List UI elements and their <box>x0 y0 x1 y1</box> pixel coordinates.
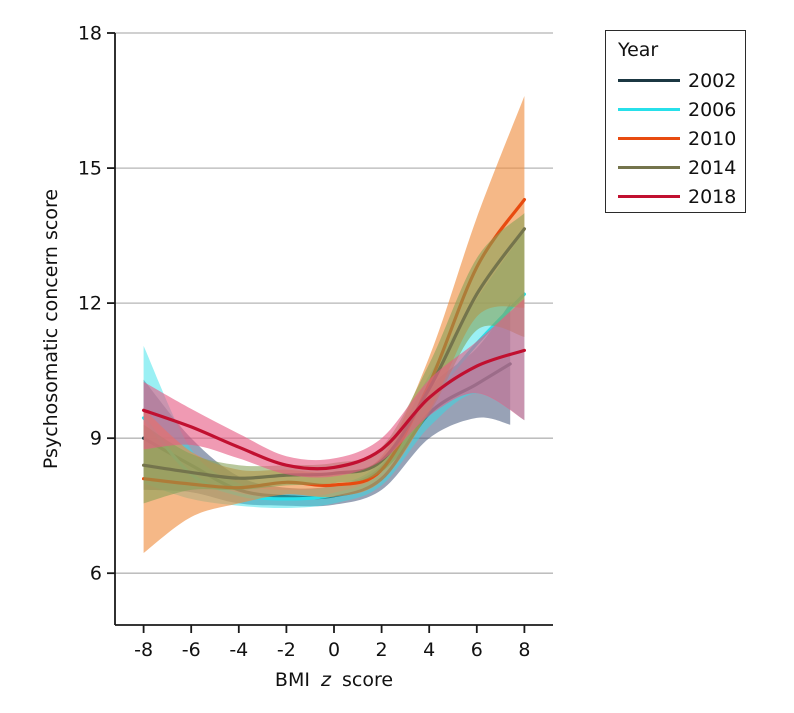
confidence-band-2018 <box>143 298 525 478</box>
legend-box: Year 2002 2006 2010 2014 2018 <box>605 30 746 213</box>
legend-item-2006: 2006 <box>618 95 745 124</box>
x-tick-label: 4 <box>423 639 435 661</box>
legend-line-swatch-2006 <box>618 107 680 112</box>
x-tick-label: -8 <box>134 639 153 661</box>
y-tick-label: 12 <box>78 293 102 315</box>
legend-label: 2018 <box>688 185 737 208</box>
series-line-2018 <box>142 348 526 471</box>
x-tick-label: 6 <box>471 639 483 661</box>
legend-item-2018: 2018 <box>618 182 745 211</box>
legend-line-swatch-2014 <box>618 165 680 170</box>
x-axis-title-prefix: BMI <box>274 669 310 691</box>
y-tick-label: 9 <box>90 428 102 450</box>
legend-label: 2002 <box>688 69 737 92</box>
x-axis-title-suffix: score <box>342 669 394 691</box>
legend-line-swatch-2018 <box>618 194 680 199</box>
legend-label: 2014 <box>688 156 737 179</box>
legend-item-2002: 2002 <box>618 66 745 95</box>
x-axis-title-italic-z: z <box>320 669 331 691</box>
y-tick-label: 15 <box>78 158 102 180</box>
x-tick-label: -4 <box>229 639 248 661</box>
legend-title: Year <box>618 39 659 61</box>
x-axis-title: BMI z score <box>275 669 393 691</box>
y-tick-label: 18 <box>78 23 102 45</box>
x-tick-label: 2 <box>376 639 388 661</box>
legend-label: 2010 <box>688 127 737 150</box>
legend-line-swatch-2002 <box>618 78 680 83</box>
x-tick-label: 0 <box>328 639 340 661</box>
x-tick-label: -6 <box>182 639 201 661</box>
x-tick-label: 8 <box>518 639 530 661</box>
legend-item-2014: 2014 <box>618 153 745 182</box>
legend-item-2010: 2010 <box>618 124 745 153</box>
legend-line-swatch-2010 <box>618 136 680 141</box>
confidence-band-2014 <box>143 213 525 504</box>
legend-label: 2006 <box>688 98 737 121</box>
x-tick-label: -2 <box>277 639 296 661</box>
y-axis-title: Psychosomatic concern score <box>40 188 62 470</box>
y-tick-label: 6 <box>90 563 102 585</box>
